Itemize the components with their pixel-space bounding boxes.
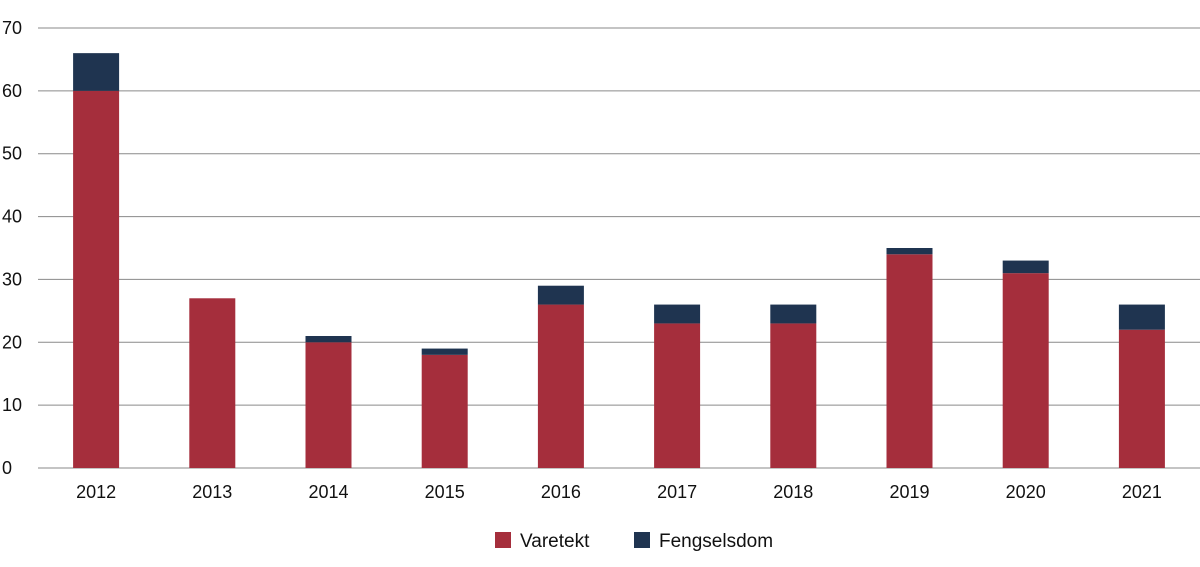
legend: Varetekt Fengselsdom xyxy=(495,531,773,552)
bars xyxy=(73,53,1165,468)
bar-fengselsdom-2012 xyxy=(73,53,120,91)
x-tick-label: 2017 xyxy=(657,482,697,502)
bar-varetekt-2017 xyxy=(654,323,701,468)
bar-fengselsdom-2020 xyxy=(1002,260,1049,274)
bar-fengselsdom-2017 xyxy=(654,304,701,324)
x-tick-label: 2016 xyxy=(541,482,581,502)
x-tick-label: 2014 xyxy=(308,482,348,502)
y-axis-tick-labels: 0 10 20 30 40 50 60 70 xyxy=(2,18,22,478)
x-tick-label: 2012 xyxy=(76,482,116,502)
y-tick-label: 0 xyxy=(2,458,12,478)
bar-varetekt-2015 xyxy=(421,354,468,468)
bar-varetekt-2012 xyxy=(73,90,120,468)
y-tick-label: 40 xyxy=(2,207,22,227)
x-axis-tick-labels: 2012 2013 2014 2015 2016 2017 2018 2019 2020 2021 xyxy=(76,482,1162,502)
x-tick-label: 2021 xyxy=(1122,482,1162,502)
bar-varetekt-2021 xyxy=(1118,329,1165,468)
y-tick-label: 70 xyxy=(2,18,22,38)
x-tick-label: 2013 xyxy=(192,482,232,502)
legend-label-fengselsdom: Fengselsdom xyxy=(659,531,773,552)
y-tick-label: 60 xyxy=(2,81,22,101)
bar-varetekt-2016 xyxy=(537,304,584,468)
y-tick-label: 20 xyxy=(2,332,22,352)
legend-swatch-fengselsdom xyxy=(634,532,650,548)
x-tick-label: 2019 xyxy=(889,482,929,502)
x-tick-label: 2015 xyxy=(425,482,465,502)
bar-varetekt-2018 xyxy=(770,323,817,468)
bar-varetekt-2014 xyxy=(305,342,352,468)
bar-varetekt-2013 xyxy=(189,298,236,468)
y-tick-label: 30 xyxy=(2,269,22,289)
bar-fengselsdom-2019 xyxy=(886,248,933,255)
bar-varetekt-2020 xyxy=(1002,273,1049,468)
legend-swatch-varetekt xyxy=(495,532,511,548)
x-tick-label: 2020 xyxy=(1006,482,1046,502)
x-tick-label: 2018 xyxy=(773,482,813,502)
bar-fengselsdom-2014 xyxy=(305,336,352,343)
bar-fengselsdom-2018 xyxy=(770,304,817,324)
bar-varetekt-2019 xyxy=(886,254,933,468)
bar-fengselsdom-2021 xyxy=(1118,304,1165,330)
bar-fengselsdom-2016 xyxy=(537,285,584,305)
y-tick-label: 10 xyxy=(2,395,22,415)
legend-label-varetekt: Varetekt xyxy=(520,531,590,552)
y-tick-label: 50 xyxy=(2,144,22,164)
bar-fengselsdom-2015 xyxy=(421,348,468,355)
